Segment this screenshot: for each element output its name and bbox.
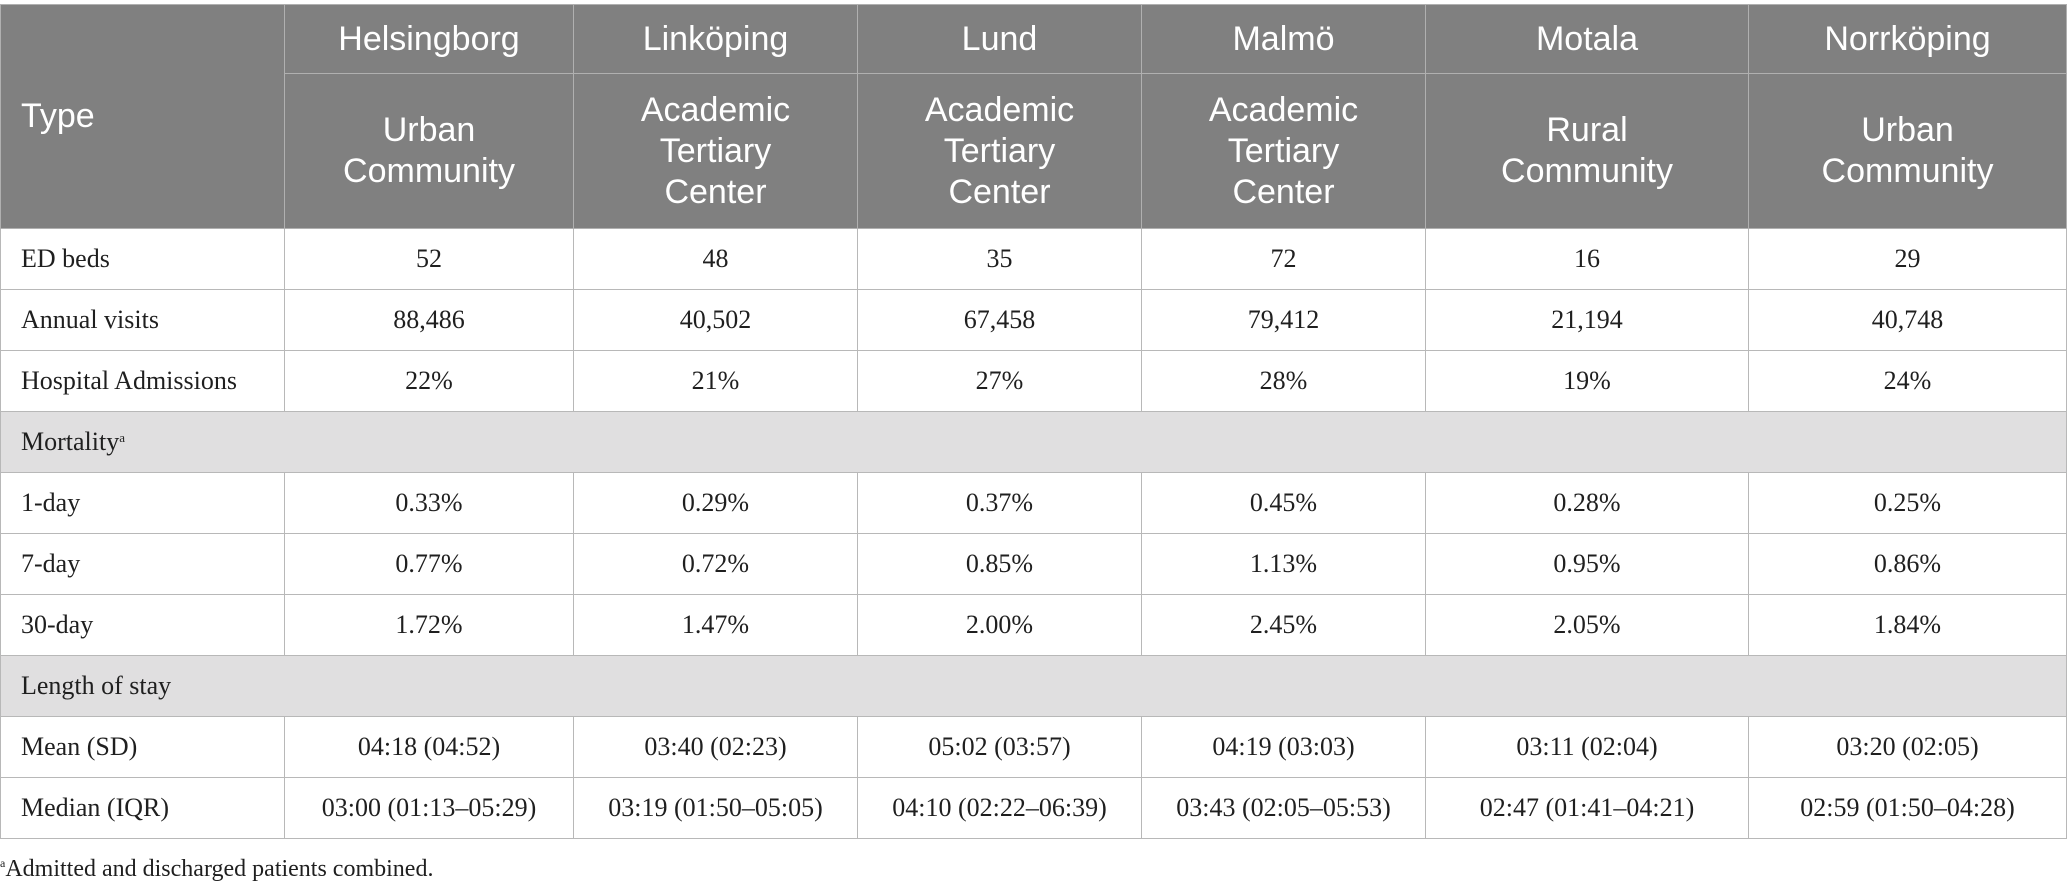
- table-cell: 1.72%: [284, 594, 574, 656]
- table-row-30-day: 30-day 1.72% 1.47% 2.00% 2.45% 2.05% 1.8…: [0, 594, 2067, 656]
- hospital-type-header: Rural Community: [1425, 73, 1749, 229]
- section-label-text: Mortality: [21, 427, 120, 456]
- table-cell: 0.95%: [1425, 533, 1749, 595]
- table-cell: 22%: [284, 350, 574, 412]
- table-cell: 03:19 (01:50–05:05): [573, 777, 858, 839]
- ed-characteristics-table: Type Helsingborg Linköping Lund Malmö Mo…: [0, 4, 2067, 839]
- table-cell: 35: [857, 228, 1142, 290]
- table-cell: 0.86%: [1748, 533, 2067, 595]
- table-row-7-day: 7-day 0.77% 0.72% 0.85% 1.13% 0.95% 0.86…: [0, 533, 2067, 595]
- table-cell: 04:10 (02:22–06:39): [857, 777, 1142, 839]
- table-cell: 40,502: [573, 289, 858, 351]
- table-cell: 2.05%: [1425, 594, 1749, 656]
- table-row-ed-beds: ED beds 52 48 35 72 16 29: [0, 228, 2067, 290]
- table-cell: 03:20 (02:05): [1748, 716, 2067, 778]
- table-cell: 79,412: [1141, 289, 1426, 351]
- table-cell: 0.25%: [1748, 472, 2067, 534]
- table-row-mean-sd: Mean (SD) 04:18 (04:52) 03:40 (02:23) 05…: [0, 716, 2067, 778]
- table-cell: 2.00%: [857, 594, 1142, 656]
- row-label: Mean (SD): [0, 716, 285, 778]
- row-label: Hospital Admissions: [0, 350, 285, 412]
- table-cell: 0.37%: [857, 472, 1142, 534]
- table-cell: 0.85%: [857, 533, 1142, 595]
- row-label: 7-day: [0, 533, 285, 595]
- city-header: Lund: [857, 4, 1142, 74]
- table-cell: 0.29%: [573, 472, 858, 534]
- table-cell: 72: [1141, 228, 1426, 290]
- hospital-type-header: Urban Community: [1748, 73, 2067, 229]
- hospital-type-header: Academic Tertiary Center: [573, 73, 858, 229]
- hospital-type-header: Academic Tertiary Center: [857, 73, 1142, 229]
- table-cell: 16: [1425, 228, 1749, 290]
- table-cell: 04:18 (04:52): [284, 716, 574, 778]
- table-cell: 0.28%: [1425, 472, 1749, 534]
- header-row-types: Urban Community Academic Tertiary Center…: [1, 73, 2067, 229]
- table-cell: 0.77%: [284, 533, 574, 595]
- table-cell: 0.33%: [284, 472, 574, 534]
- header-row-cities: Type Helsingborg Linköping Lund Malmö Mo…: [0, 4, 2067, 229]
- city-header: Norrköping: [1748, 4, 2067, 74]
- table-cell: 02:47 (01:41–04:21): [1425, 777, 1749, 839]
- table-cell: 1.47%: [573, 594, 858, 656]
- section-row-length-of-stay: Length of stay: [0, 655, 2067, 717]
- table-cell: 29: [1748, 228, 2067, 290]
- table-cell: 05:02 (03:57): [857, 716, 1142, 778]
- type-header: Type: [0, 4, 285, 229]
- city-header: Linköping: [573, 4, 858, 74]
- table-cell: 02:59 (01:50–04:28): [1748, 777, 2067, 839]
- table-cell: 67,458: [857, 289, 1142, 351]
- table-cell: 21%: [573, 350, 858, 412]
- table-cell: 03:43 (02:05–05:53): [1141, 777, 1426, 839]
- table-cell: 27%: [857, 350, 1142, 412]
- table-cell: 0.72%: [573, 533, 858, 595]
- table-row-hospital-admissions: Hospital Admissions 22% 21% 27% 28% 19% …: [0, 350, 2067, 412]
- ed-characteristics-table-container: Type Helsingborg Linköping Lund Malmö Mo…: [0, 4, 2067, 839]
- city-header: Helsingborg: [284, 4, 574, 74]
- table-cell: 04:19 (03:03): [1141, 716, 1426, 778]
- table-cell: 1.84%: [1748, 594, 2067, 656]
- table-cell: 1.13%: [1141, 533, 1426, 595]
- table-cell: 03:00 (01:13–05:29): [284, 777, 574, 839]
- table-cell: 24%: [1748, 350, 2067, 412]
- table-cell: 2.45%: [1141, 594, 1426, 656]
- table-cell: 28%: [1141, 350, 1426, 412]
- table-cell: 19%: [1425, 350, 1749, 412]
- row-label: 1-day: [0, 472, 285, 534]
- footnote-marker: a: [119, 430, 125, 445]
- table-row-median-iqr: Median (IQR) 03:00 (01:13–05:29) 03:19 (…: [0, 777, 2067, 839]
- section-row-mortality: Mortalitya: [0, 411, 2067, 473]
- city-header: Malmö: [1141, 4, 1426, 74]
- table-body: ED beds 52 48 35 72 16 29 Annual visits …: [0, 228, 2067, 839]
- footnote-marker: a: [0, 856, 6, 870]
- table-cell: 21,194: [1425, 289, 1749, 351]
- section-label: Mortalitya: [0, 411, 2067, 473]
- table-row-annual-visits: Annual visits 88,486 40,502 67,458 79,41…: [0, 289, 2067, 351]
- table-row-1-day: 1-day 0.33% 0.29% 0.37% 0.45% 0.28% 0.25…: [0, 472, 2067, 534]
- city-header: Motala: [1425, 4, 1749, 74]
- table-cell: 48: [573, 228, 858, 290]
- hospital-type-header: Urban Community: [284, 73, 574, 229]
- table-header: Type Helsingborg Linköping Lund Malmö Mo…: [0, 4, 2067, 229]
- table-cell: 52: [284, 228, 574, 290]
- table-cell: 03:40 (02:23): [573, 716, 858, 778]
- row-label: Median (IQR): [0, 777, 285, 839]
- table-cell: 03:11 (02:04): [1425, 716, 1749, 778]
- row-label: 30-day: [0, 594, 285, 656]
- row-label: ED beds: [0, 228, 285, 290]
- table-cell: 0.45%: [1141, 472, 1426, 534]
- section-label: Length of stay: [0, 655, 2067, 717]
- footnote-text: Admitted and discharged patients combine…: [5, 856, 434, 882]
- table-cell: 88,486: [284, 289, 574, 351]
- table-cell: 40,748: [1748, 289, 2067, 351]
- row-label: Annual visits: [0, 289, 285, 351]
- table-footnote: aAdmitted and discharged patients combin…: [0, 856, 433, 883]
- hospital-type-header: Academic Tertiary Center: [1141, 73, 1426, 229]
